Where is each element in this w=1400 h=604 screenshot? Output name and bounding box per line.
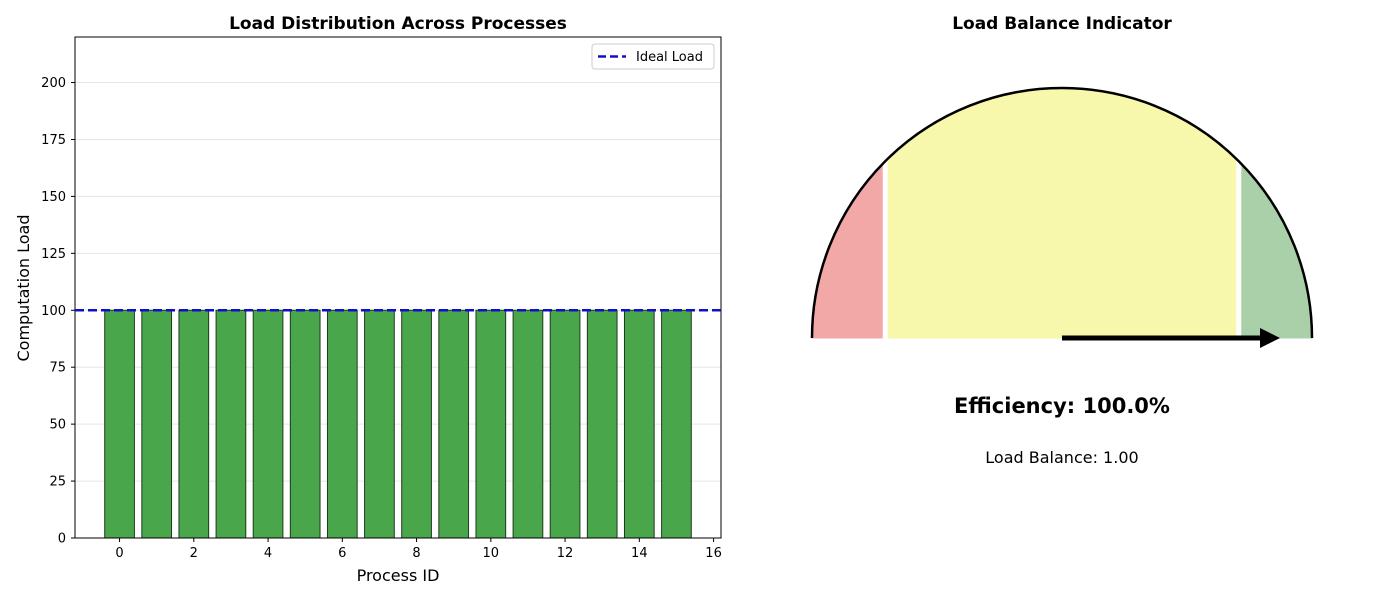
y-tick-label-25: 25 <box>49 475 66 490</box>
legend: Ideal Load <box>591 43 715 70</box>
bar-process-0 <box>104 309 135 539</box>
bar-process-3 <box>215 309 247 539</box>
y-tick-label-175: 175 <box>41 133 66 148</box>
bar-process-8 <box>401 309 432 539</box>
efficiency-readout: Efficiency: 100.0% <box>954 394 1170 418</box>
gauge-outline <box>810 86 1314 339</box>
gauge-zones <box>811 87 1313 339</box>
x-tick-label-16: 16 <box>705 546 722 561</box>
gauge-needle-arrowhead <box>1260 328 1280 348</box>
y-tick-label-100: 100 <box>41 304 66 319</box>
bar-process-7 <box>364 309 395 539</box>
x-tick-label-2: 2 <box>190 546 198 561</box>
y-tick-label-125: 125 <box>41 247 66 262</box>
legend-box <box>591 43 715 70</box>
x-tick-label-14: 14 <box>631 546 648 561</box>
plot-frame <box>74 36 722 539</box>
x-tick-label-12: 12 <box>557 546 574 561</box>
y-tick-label-200: 200 <box>41 76 66 91</box>
x-tick-label-0: 0 <box>115 546 123 561</box>
bar-process-1 <box>141 309 173 539</box>
legend-ideal-load-label: Ideal Load <box>636 50 703 65</box>
x-tick-label-6: 6 <box>338 546 346 561</box>
bar-process-13 <box>586 309 618 539</box>
bar-process-4 <box>252 309 284 539</box>
x-tick-label-4: 4 <box>264 546 272 561</box>
x-axis-label: Process ID <box>357 566 440 585</box>
bar-process-15 <box>661 309 692 539</box>
x-axis-ticks: 0 2 4 6 8 10 12 14 16 <box>115 538 722 561</box>
gauge-zone-1 <box>887 87 1237 339</box>
y-tick-label-75: 75 <box>49 361 66 376</box>
bar-chart: Load Distribution Across Processes 0 2 4 6 8… <box>14 14 722 585</box>
bar-process-11 <box>512 309 544 539</box>
y-tick-label-0: 0 <box>58 532 66 547</box>
x-tick-label-10: 10 <box>483 546 500 561</box>
gauge-zone-0 <box>811 163 883 339</box>
bar-chart-title: Load Distribution Across Processes <box>229 14 567 34</box>
y-tick-label-50: 50 <box>49 418 66 433</box>
y-axis-ticks: 0 25 50 75 100 125 150 175 200 <box>41 76 75 547</box>
gauge-chart: Load Balance Indicator Efficiency: 100.0… <box>810 14 1314 467</box>
bar-series <box>104 309 692 539</box>
bar-process-9 <box>438 309 470 539</box>
gauge-zone-2 <box>1241 163 1313 339</box>
bar-process-12 <box>549 309 581 539</box>
bar-process-10 <box>475 309 507 539</box>
bar-process-5 <box>289 309 321 539</box>
gauge-needle <box>1062 328 1280 348</box>
bar-process-14 <box>623 309 655 539</box>
bar-process-6 <box>326 309 358 539</box>
load-balance-readout: Load Balance: 1.00 <box>985 448 1138 467</box>
bar-process-2 <box>178 309 210 539</box>
x-tick-label-8: 8 <box>412 546 420 561</box>
gauge-title: Load Balance Indicator <box>952 14 1172 34</box>
y-axis-label: Computation Load <box>14 214 33 361</box>
y-tick-label-150: 150 <box>41 190 66 205</box>
